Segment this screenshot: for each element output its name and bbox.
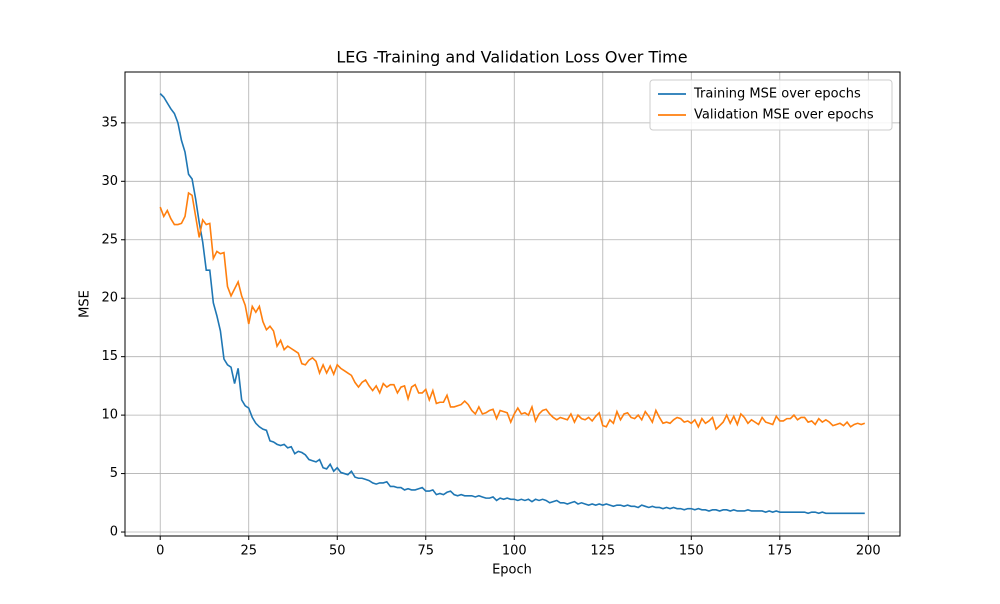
x-tick-label: 200: [856, 544, 881, 559]
y-tick-label: 35: [101, 115, 118, 130]
y-tick-label: 20: [101, 291, 118, 306]
x-tick-label: 100: [502, 544, 527, 559]
chart-title: LEG -Training and Validation Loss Over T…: [336, 48, 687, 67]
y-tick-label: 0: [110, 525, 118, 540]
y-tick-label: 30: [101, 174, 118, 189]
x-tick-label: 25: [240, 544, 257, 559]
x-axis-label: Epoch: [492, 563, 532, 578]
x-tick-label: 50: [329, 544, 346, 559]
legend-label: Training MSE over epochs: [693, 87, 861, 102]
y-tick-label: 25: [101, 232, 118, 247]
legend-box: [649, 79, 893, 131]
x-tick-label: 75: [417, 544, 434, 559]
y-tick-label: 15: [101, 349, 118, 364]
x-tick-label: 0: [156, 544, 164, 559]
plot-frame: [124, 71, 901, 537]
x-tick-label: 125: [590, 544, 615, 559]
line: [159, 191, 866, 431]
y-tick-label: 5: [110, 466, 118, 481]
line: [159, 93, 865, 515]
x-tick-label: 175: [767, 544, 792, 559]
legend-label: Validation MSE over epochs: [694, 108, 874, 123]
y-axis-label: MSE: [78, 290, 93, 318]
x-tick-label: 150: [679, 544, 704, 559]
y-tick-label: 10: [101, 408, 118, 423]
